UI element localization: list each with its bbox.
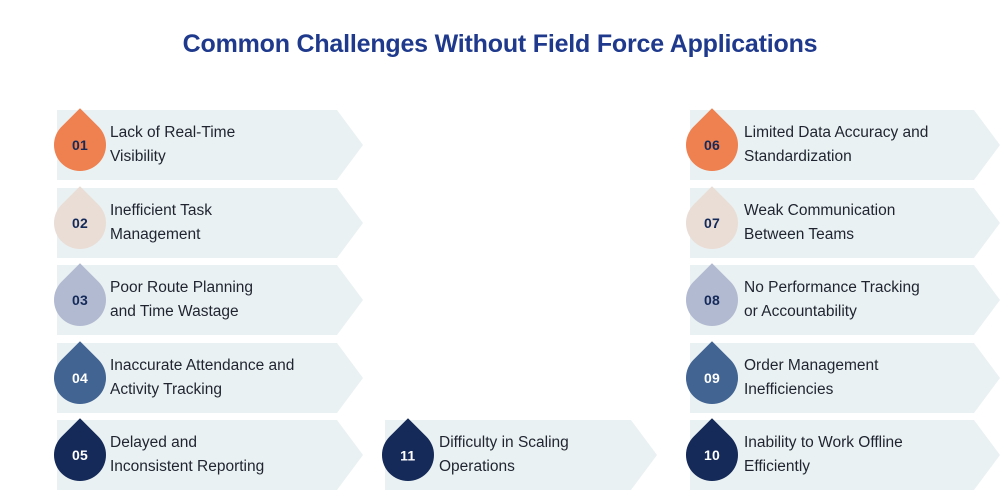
challenge-label: Difficulty in Scaling Operations	[439, 433, 569, 475]
challenge-item-11[interactable]: 11 Difficulty in Scaling Operations	[357, 418, 657, 492]
badge-number: 03	[72, 292, 88, 309]
chevron-banner	[57, 110, 363, 180]
challenge-item-08[interactable]: 08 No Performance Tracking or Accountabil…	[664, 263, 1000, 337]
challenge-item-05[interactable]: 05 Delayed and Inconsistent Reporting	[30, 418, 363, 492]
challenge-item-03[interactable]: 03 Poor Route Planning and Time Wastage	[30, 263, 363, 337]
chevron-banner	[57, 188, 363, 258]
challenge-item-10[interactable]: 10 Inability to Work Offline Efficiently	[664, 418, 1000, 492]
challenge-item-01[interactable]: 01 Lack of Real-Time Visibility	[30, 108, 363, 182]
badge-number: 10	[704, 447, 720, 464]
challenge-label: Order Management Inefficiencies	[744, 356, 879, 398]
challenge-label: Limited Data Accuracy and Standardizatio…	[744, 123, 929, 165]
challenge-item-04[interactable]: 04 Inaccurate Attendance and Activity Tra…	[30, 341, 363, 415]
challenge-label: Delayed and Inconsistent Reporting	[110, 433, 265, 475]
challenge-label: No Performance Tracking or Accountabilit…	[744, 278, 920, 320]
badge-number: 05	[72, 447, 88, 464]
badge-number: 01	[72, 137, 88, 154]
challenge-item-02[interactable]: 02 Inefficient Task Management	[30, 186, 363, 260]
chevron-banner	[57, 343, 363, 413]
badge-number: 08	[704, 292, 720, 309]
challenge-label: Poor Route Planning and Time Wastage	[110, 278, 254, 320]
chevron-banner	[690, 265, 1000, 335]
badge-number: 11	[400, 447, 416, 464]
chevron-banner	[690, 420, 1000, 490]
chevron-banner	[690, 110, 1000, 180]
challenge-label: Inability to Work Offline Efficiently	[744, 433, 903, 475]
badge-number: 06	[704, 137, 720, 154]
challenge-item-06[interactable]: 06 Limited Data Accuracy and Standardizat…	[664, 108, 1000, 182]
badge-number: 09	[704, 370, 720, 387]
chevron-banner	[690, 188, 1000, 258]
badge-number: 07	[704, 215, 720, 232]
challenge-label: Lack of Real-Time Visibility	[110, 123, 236, 165]
challenge-label: Weak Communication Between Teams	[744, 201, 896, 243]
chevron-banner	[57, 420, 363, 490]
badge-number: 02	[72, 215, 88, 232]
challenge-item-09[interactable]: 09 Order Management Inefficiencies	[664, 341, 1000, 415]
chevron-banner	[57, 265, 363, 335]
challenge-label: Inaccurate Attendance and Activity Track…	[110, 356, 295, 398]
badge-number: 04	[72, 370, 88, 387]
challenge-item-07[interactable]: 07 Weak Communication Between Teams	[664, 186, 1000, 260]
chevron-banner	[690, 343, 1000, 413]
page-title: Common Challenges Without Field Force Ap…	[182, 30, 818, 58]
challenge-label: Inefficient Task Management	[110, 201, 212, 243]
